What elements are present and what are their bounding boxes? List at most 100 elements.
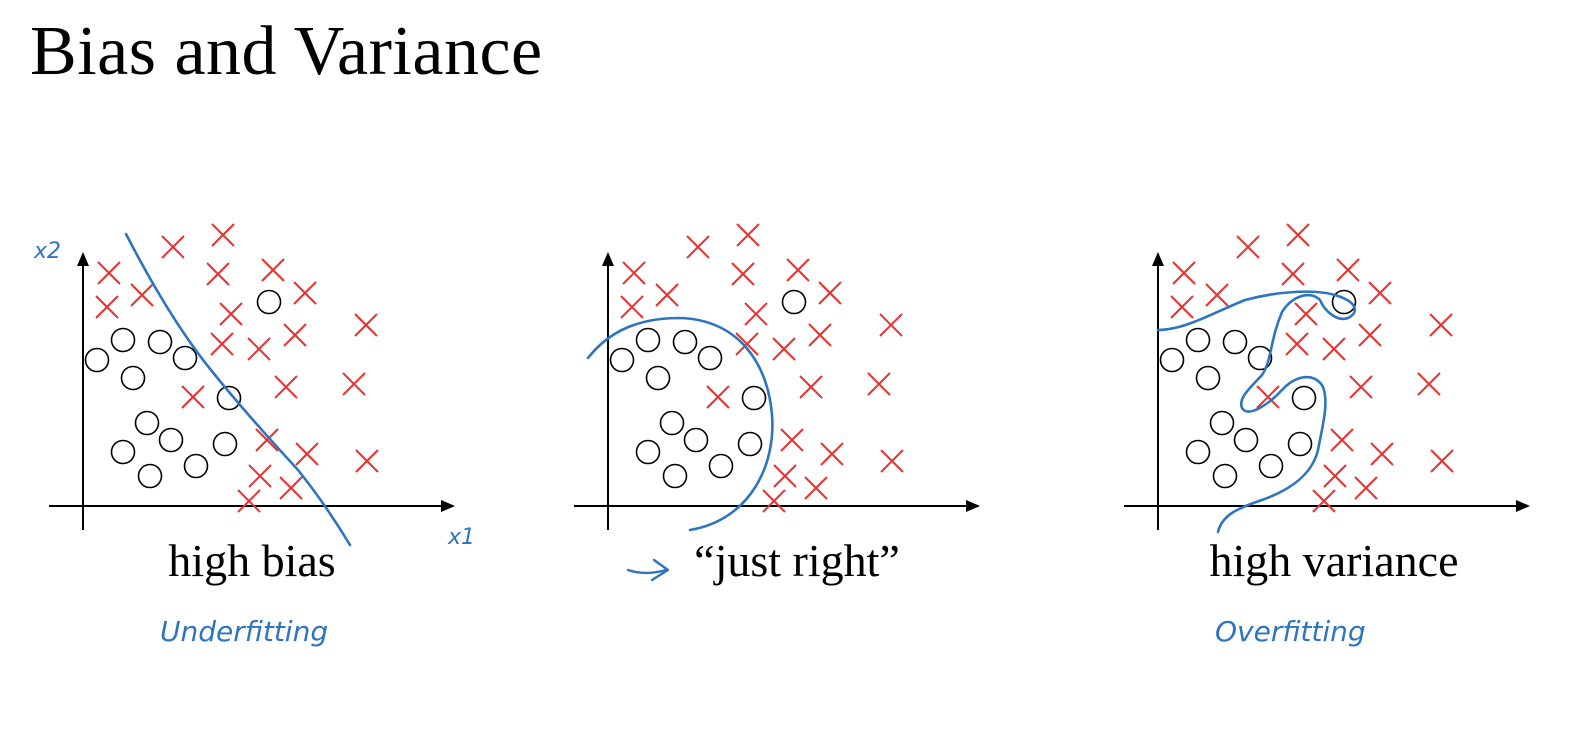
cross-mark: [1285, 332, 1309, 356]
cross-mark: [780, 428, 804, 452]
cross-mark: [210, 332, 234, 356]
cross-mark: [1236, 235, 1260, 259]
circle-mark: [645, 365, 671, 391]
circle-mark: [110, 327, 136, 353]
cross-mark: [274, 375, 298, 399]
cross-mark: [686, 235, 710, 259]
circle-mark: [737, 431, 763, 457]
cross-mark: [804, 476, 828, 500]
cross-mark: [799, 375, 823, 399]
circle-mark: [1159, 347, 1185, 373]
cross-mark: [1349, 375, 1373, 399]
circle-mark: [1185, 327, 1211, 353]
circle-mark: [147, 329, 173, 355]
cross-mark: [655, 283, 679, 307]
circle-mark: [683, 427, 709, 453]
cross-mark: [1354, 476, 1378, 500]
circle-mark: [1222, 329, 1248, 355]
cross-mark: [161, 235, 185, 259]
cross-mark: [342, 372, 366, 396]
cross-mark: [620, 295, 644, 319]
cross-mark: [283, 323, 307, 347]
cross-mark: [97, 261, 121, 285]
circle-mark: [1291, 385, 1317, 411]
cross-mark: [293, 281, 317, 305]
cross-mark: [95, 295, 119, 319]
cross-mark: [1312, 489, 1336, 513]
circle-mark: [216, 385, 242, 411]
cross-mark: [622, 261, 646, 285]
panel-2: “just right”: [574, 223, 980, 586]
circle-mark: [609, 347, 635, 373]
circle-mark: [110, 439, 136, 465]
circle-mark: [708, 453, 734, 479]
cross-mark: [808, 323, 832, 347]
circle-mark: [741, 385, 767, 411]
y-axis-label: x2: [33, 239, 61, 264]
circle-mark: [659, 410, 685, 436]
circle-mark: [84, 347, 110, 373]
circle-mark: [137, 463, 163, 489]
decision-boundary: [586, 316, 774, 532]
cross-mark: [1281, 262, 1305, 286]
circle-mark: [1287, 431, 1313, 457]
circle-mark: [120, 365, 146, 391]
cross-mark: [880, 449, 904, 473]
cross-mark: [248, 464, 272, 488]
cross-mark: [130, 283, 154, 307]
cross-mark: [1368, 281, 1392, 305]
cross-mark: [355, 449, 379, 473]
decision-boundary: [1156, 290, 1357, 534]
circle-mark: [672, 329, 698, 355]
circle-mark: [1195, 365, 1221, 391]
cross-mark: [1170, 295, 1194, 319]
cross-mark: [867, 372, 891, 396]
cross-mark: [1286, 223, 1310, 247]
cross-mark: [1417, 372, 1441, 396]
cross-mark: [261, 258, 285, 282]
circle-mark: [1331, 289, 1357, 315]
cross-mark: [706, 385, 730, 409]
panel-1: high bias Underfitting x2 x1: [33, 223, 475, 648]
circle-mark: [1233, 427, 1259, 453]
cross-mark: [354, 313, 378, 337]
cross-mark: [772, 337, 796, 361]
cross-mark: [1370, 442, 1394, 466]
cross-mark: [818, 281, 842, 305]
panel-caption: high bias: [168, 535, 335, 586]
cross-mark: [879, 313, 903, 337]
circle-mark: [662, 463, 688, 489]
circle-mark: [1247, 345, 1273, 371]
cross-mark: [181, 385, 205, 409]
pointer-arrow-icon: [626, 558, 670, 582]
circle-mark: [635, 327, 661, 353]
cross-mark: [211, 223, 235, 247]
cross-mark: [744, 302, 768, 326]
panel-3: high variance Overfitting: [1124, 223, 1530, 648]
cross-mark: [237, 489, 261, 513]
cross-mark: [1322, 337, 1346, 361]
panel-caption: “just right”: [694, 535, 900, 586]
cross-mark: [1430, 449, 1454, 473]
cross-mark: [1205, 283, 1229, 307]
cross-mark: [1429, 313, 1453, 337]
cross-mark: [219, 302, 243, 326]
cross-mark: [773, 464, 797, 488]
cross-mark: [820, 442, 844, 466]
cross-mark: [1256, 385, 1280, 409]
cross-mark: [1323, 464, 1347, 488]
circle-mark: [212, 431, 238, 457]
cross-mark: [255, 428, 279, 452]
slide-title: Bias and Variance: [30, 13, 543, 90]
circle-mark: [781, 289, 807, 315]
circle-mark: [172, 345, 198, 371]
circle-mark: [1185, 439, 1211, 465]
cross-mark: [1358, 323, 1382, 347]
cross-mark: [247, 337, 271, 361]
circle-mark: [1212, 463, 1238, 489]
cross-mark: [279, 476, 303, 500]
cross-mark: [736, 223, 760, 247]
circle-mark: [697, 345, 723, 371]
cross-mark: [206, 262, 230, 286]
